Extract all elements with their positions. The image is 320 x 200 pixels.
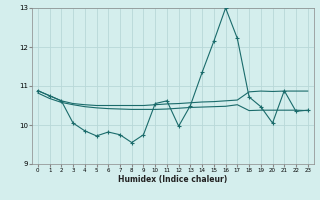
X-axis label: Humidex (Indice chaleur): Humidex (Indice chaleur) <box>118 175 228 184</box>
